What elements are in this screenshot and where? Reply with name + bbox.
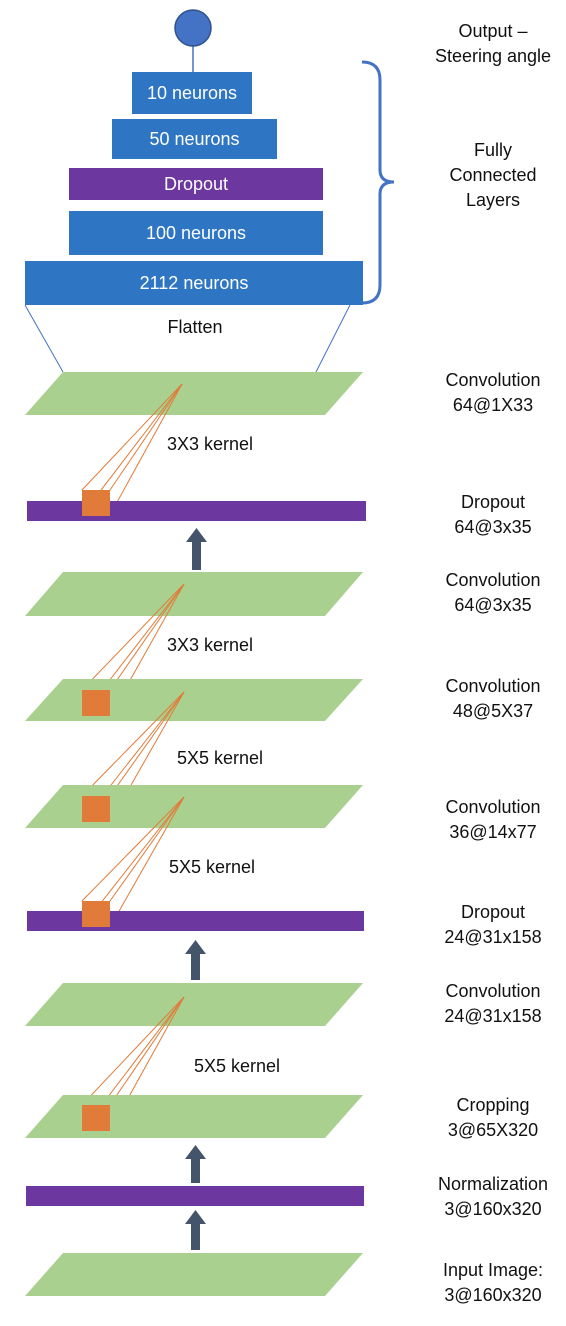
kernel-box: [82, 690, 110, 716]
arrow-head: [186, 528, 207, 542]
kernel-line: [109, 691, 185, 797]
layer-label: Cropping 3@65X320: [413, 1093, 566, 1143]
fully-connected-label: Fully Connected Layers: [413, 138, 566, 213]
flatten-label: Flatten: [167, 317, 223, 337]
dropout-layer-64x3x35: [27, 501, 366, 521]
layer-shape: 3@65X320: [447, 1120, 539, 1140]
layer-label: Convolution 36@14x77: [413, 795, 566, 845]
fc-2112-neurons: 2112 neurons: [25, 261, 363, 305]
layer-label: Dropout 24@31x158: [413, 900, 566, 950]
kernel-box: [82, 796, 110, 822]
layer-label: Convolution 64@1X33: [413, 368, 566, 418]
normalization-layer: [26, 1186, 364, 1206]
conv-layer-36x14x77: [25, 785, 363, 828]
layer-shape: 3@160x320: [444, 1199, 542, 1219]
kernel-label: 5X5 kernel: [176, 748, 264, 768]
layer-name: Dropout: [460, 902, 526, 922]
conv-layer-24x31x158: [25, 983, 363, 1026]
arrow-shaft: [192, 540, 201, 570]
layer-shape: 36@14x77: [449, 822, 537, 842]
layer-shape: 64@1X33: [452, 395, 534, 415]
fully-connected-line3: Layers: [465, 190, 521, 210]
layer-shape: 24@31x158: [444, 927, 542, 947]
arrow-shaft: [191, 952, 200, 980]
input-image-layer: [25, 1253, 363, 1296]
output-label-line1: Output –: [458, 21, 528, 41]
layer-name: Cropping: [456, 1095, 530, 1115]
kernel-line: [81, 583, 185, 691]
kernel-line: [109, 383, 183, 516]
output-label: Output – Steering angle: [413, 19, 566, 69]
conv-layer-64x3x35: [25, 572, 363, 616]
cropping-layer: [25, 1095, 363, 1138]
layer-name: Input Image:: [442, 1260, 544, 1280]
layer-label: Input Image: 3@160x320: [413, 1258, 566, 1308]
fc-100-neurons: 100 neurons: [69, 211, 323, 255]
kernel-label: 5X5 kernel: [168, 857, 256, 877]
kernel-line: [81, 796, 185, 902]
kernel-line: [109, 796, 185, 902]
layer-shape: 3@160x320: [444, 1285, 542, 1305]
kernel-box: [82, 490, 110, 516]
fc-2112-label: 2112 neurons: [139, 272, 249, 293]
kernel-line: [109, 796, 185, 928]
fc-10-neurons: 10 neurons: [132, 72, 252, 114]
layer-shape: 48@5X37: [452, 701, 534, 721]
fc-100-label: 100 neurons: [145, 222, 247, 243]
fully-connected-line2: Connected: [449, 165, 537, 185]
layer-name: Convolution: [445, 981, 541, 1001]
fully-connected-line1: Fully: [473, 140, 512, 160]
kernel-line: [109, 383, 183, 491]
layer-name: Convolution: [445, 570, 541, 590]
layer-shape: 64@3x35: [454, 517, 532, 537]
layer-label: Convolution 64@3x35: [413, 568, 566, 618]
kernel-line: [109, 583, 185, 691]
layer-shape: 64@3x35: [454, 595, 532, 615]
kernel-label: 3X3 kernel: [166, 635, 254, 655]
layer-name: Convolution: [445, 797, 541, 817]
layer-label: Dropout 64@3x35: [413, 490, 566, 540]
layer-name: Dropout: [460, 492, 526, 512]
layer-label: Convolution 48@5X37: [413, 674, 566, 724]
dropout-layer-24x31x158: [27, 911, 364, 931]
fc-dropout-label: Dropout: [163, 173, 229, 194]
kernel-line: [109, 996, 185, 1106]
fc-50-neurons: 50 neurons: [112, 119, 277, 159]
layer-label: Convolution 24@31x158: [413, 979, 566, 1029]
output-neuron: [174, 9, 212, 47]
fc-50-label: 50 neurons: [149, 128, 240, 149]
layer-shape: 24@31x158: [444, 1006, 542, 1026]
layer-name: Convolution: [445, 370, 541, 390]
flatten-line-left: [24, 304, 64, 373]
layer-name: Normalization: [437, 1174, 549, 1194]
kernel-label: 5X5 kernel: [193, 1056, 281, 1076]
arrow-shaft: [191, 1222, 200, 1250]
fc-dropout: Dropout: [69, 168, 323, 200]
output-label-line2: Steering angle: [434, 46, 552, 66]
kernel-line: [81, 383, 183, 491]
kernel-line: [81, 691, 185, 797]
conv-layer-64x1x33: [25, 372, 363, 415]
kernel-line: [81, 996, 185, 1106]
layer-label: Normalization 3@160x320: [413, 1172, 566, 1222]
arrow-head: [185, 940, 206, 954]
arrow-head: [185, 1210, 206, 1224]
layer-name: Convolution: [445, 676, 541, 696]
conv-layer-48x5x37: [25, 679, 363, 721]
kernel-box: [82, 901, 110, 927]
flatten-line-right: [315, 304, 351, 373]
kernel-label: 3X3 kernel: [166, 434, 254, 454]
arrow-head: [185, 1145, 206, 1159]
fc-10-label: 10 neurons: [146, 82, 238, 103]
arrow-shaft: [191, 1157, 200, 1183]
kernel-box: [82, 1105, 110, 1131]
fully-connected-bracket: [361, 60, 395, 305]
